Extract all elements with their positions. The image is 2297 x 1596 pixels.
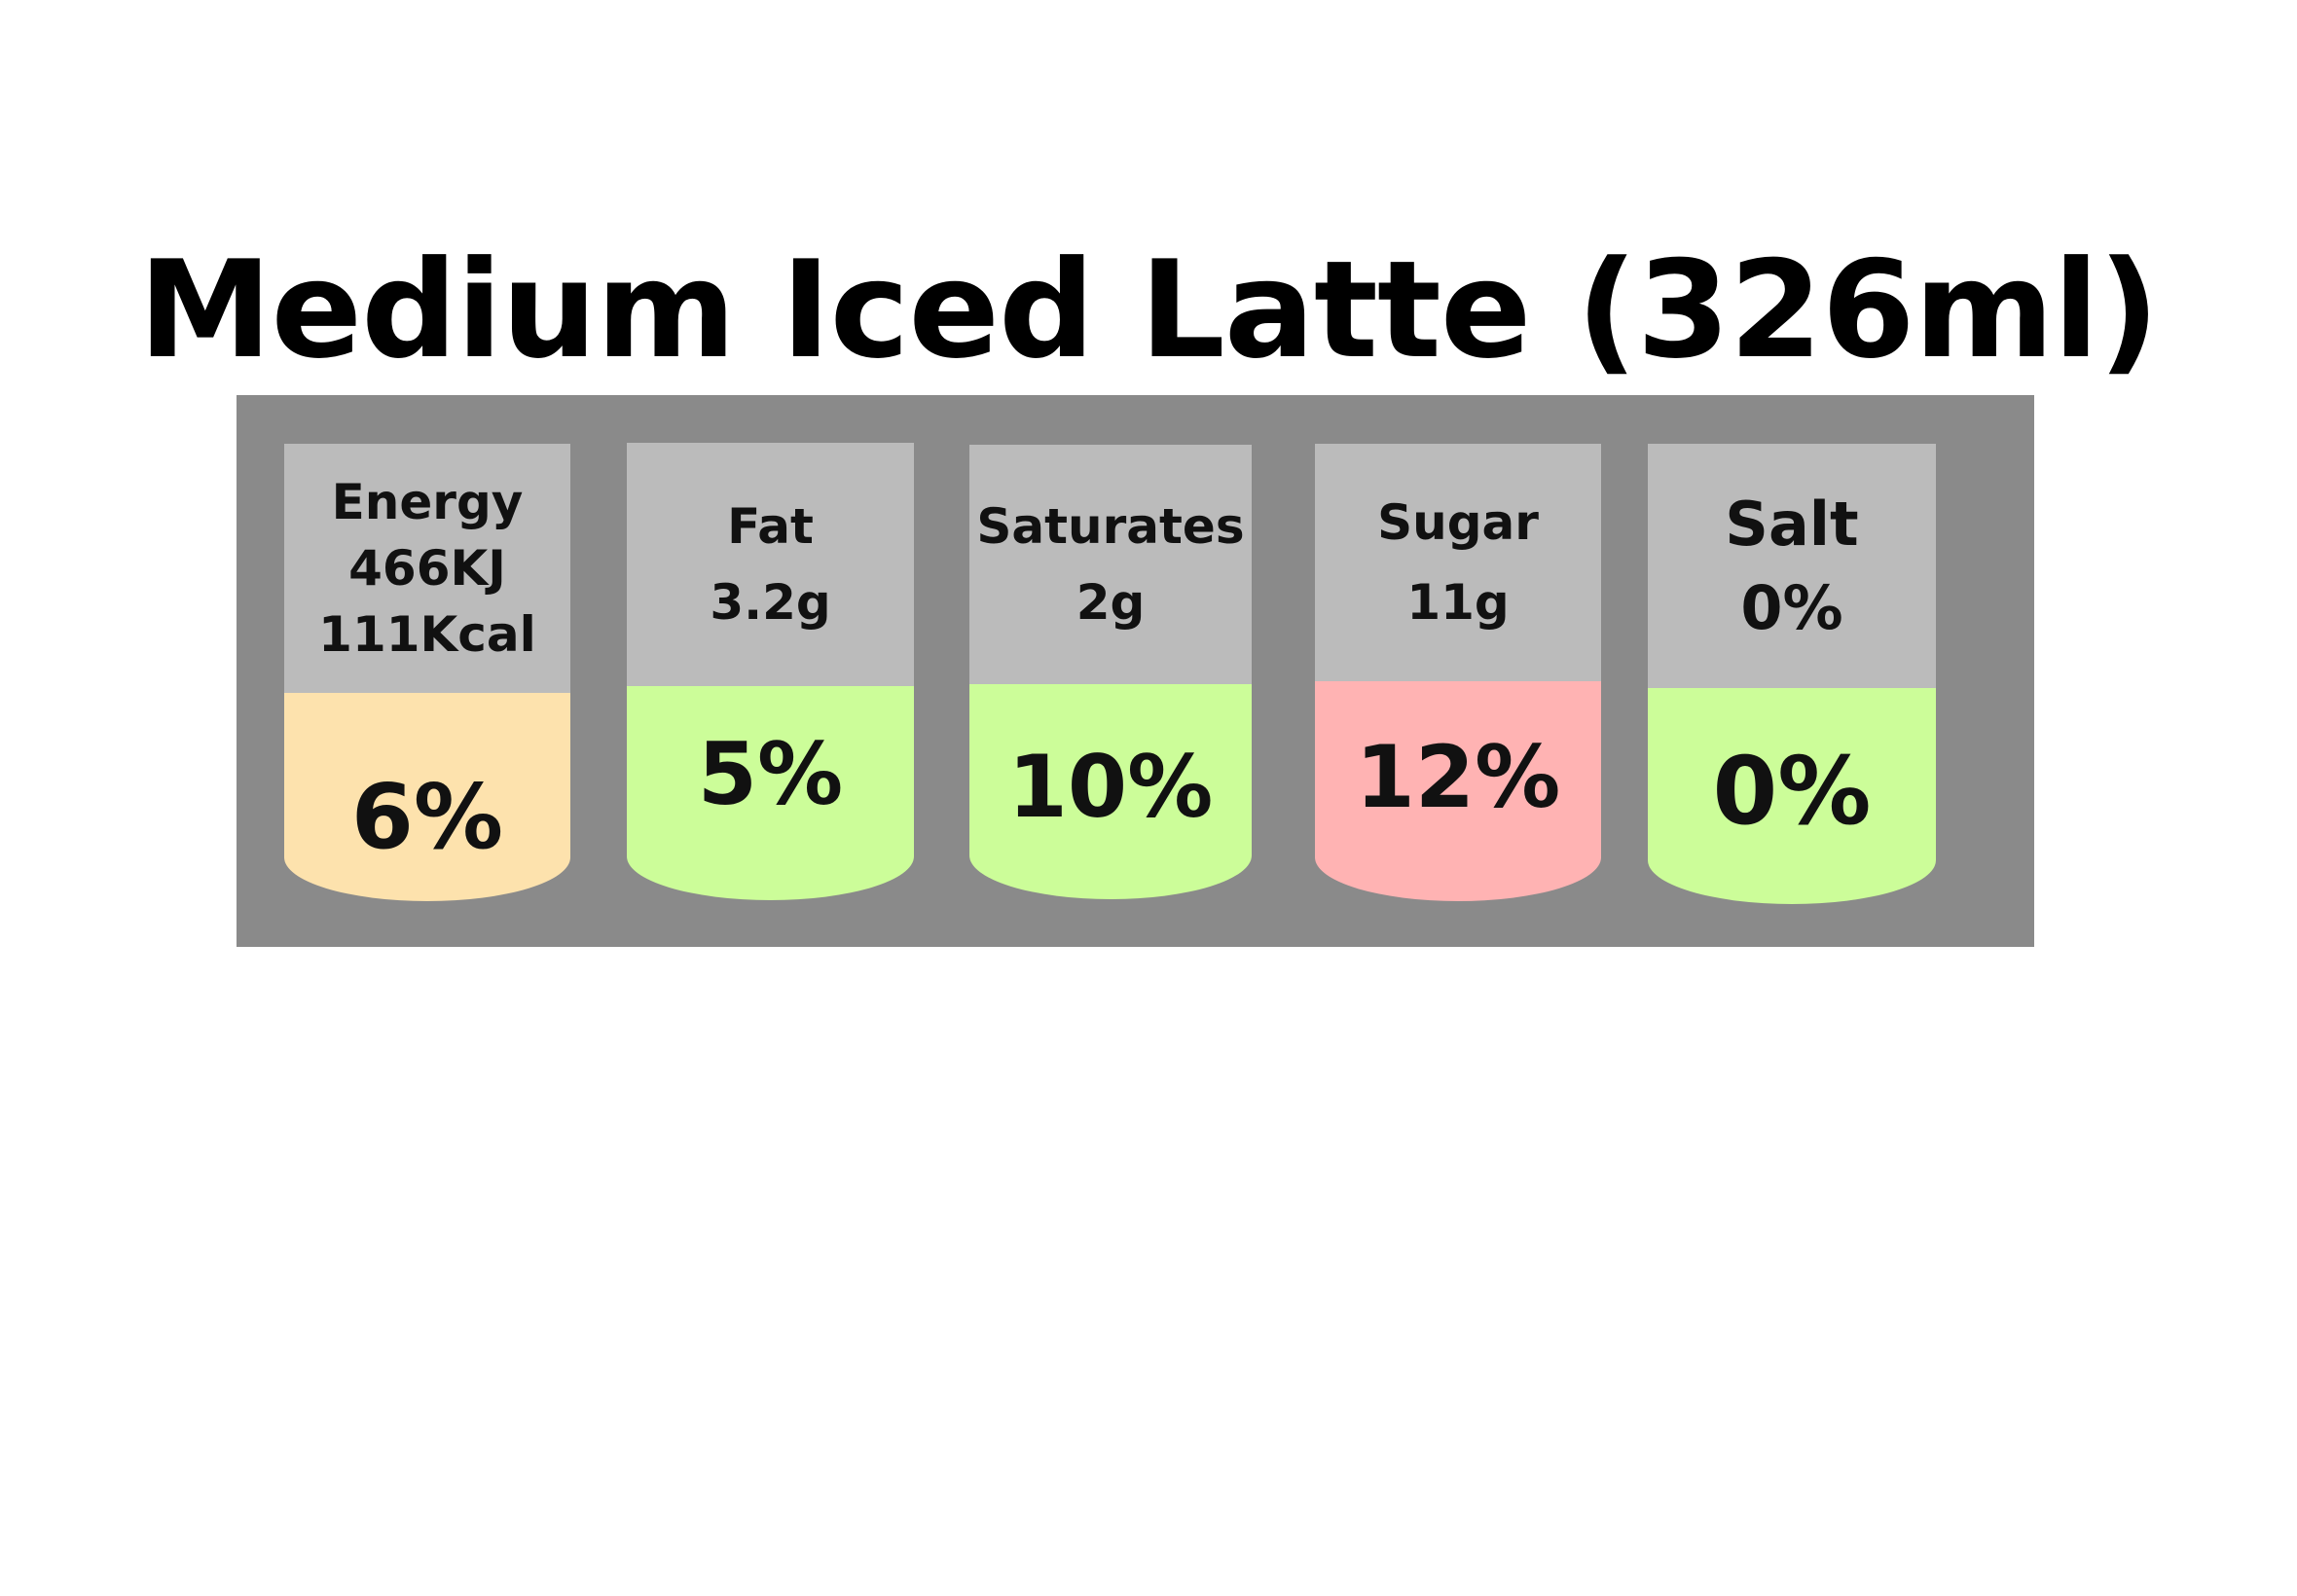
nutrient-amount-kcal: 111Kcal [318, 606, 536, 663]
nutrient-amount: 11g [1406, 574, 1510, 631]
percent-value: 0% [1712, 737, 1872, 846]
nutrient-amount: 466KJ [348, 540, 506, 597]
nutrition-cell-fat: Fat 3.2g 5% [627, 443, 914, 900]
percent-badge: 0% [1648, 688, 1936, 904]
nutrient-amount: 0% [1740, 571, 1843, 643]
nutrient-name: Salt [1725, 488, 1859, 560]
nutrient-name: Energy [331, 474, 524, 530]
percent-badge: 5% [627, 686, 914, 900]
percent-badge: 12% [1315, 681, 1601, 901]
percent-value: 12% [1355, 726, 1561, 827]
nutrition-cell-salt: Salt 0% 0% [1648, 444, 1936, 904]
nutrient-amount: 3.2g [710, 574, 831, 631]
nutrient-name: Saturates [976, 498, 1245, 555]
percent-badge: 10% [969, 684, 1252, 899]
nutrient-name: Fat [727, 498, 814, 555]
page-title: Medium Iced Latte (326ml) [138, 232, 2160, 388]
nutrition-cell-energy: Energy 466KJ 111Kcal 6% [284, 444, 570, 901]
percent-value: 10% [1007, 737, 1214, 837]
nutrition-cell-sugar: Sugar 11g 12% [1315, 444, 1601, 901]
nutrient-name: Sugar [1377, 494, 1539, 551]
percent-value: 5% [697, 723, 844, 824]
percent-value: 6% [350, 764, 504, 869]
percent-badge: 6% [284, 693, 570, 901]
nutrient-amount: 2g [1076, 574, 1146, 631]
nutrition-cell-saturates: Saturates 2g 10% [969, 445, 1252, 899]
nutrition-label-panel: Energy 466KJ 111Kcal 6% Fat 3.2g 5% Satu… [237, 395, 2034, 947]
